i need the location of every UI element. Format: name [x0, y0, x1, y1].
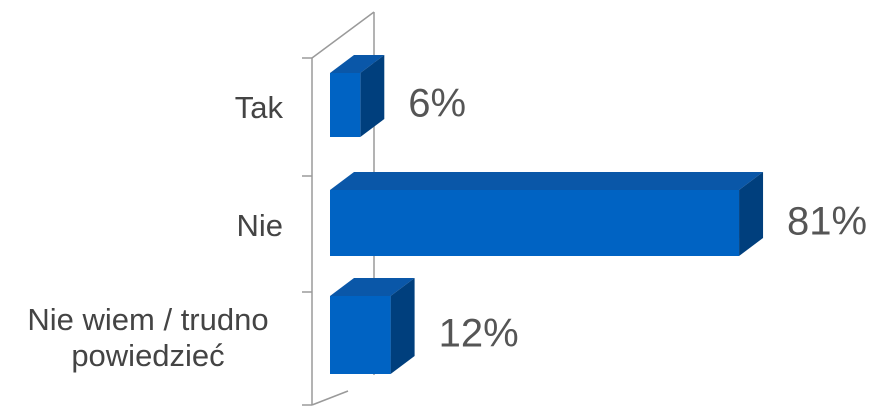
- category-label: Nie: [236, 208, 283, 243]
- category-label: Tak: [235, 90, 284, 125]
- bar-top-face: [330, 172, 764, 190]
- bar: [330, 190, 740, 256]
- category-label: powiedzieć: [71, 338, 224, 373]
- wall-top-edge: [311, 11, 375, 59]
- value-label: 81%: [787, 200, 867, 244]
- bar: [330, 73, 361, 137]
- category-label: Nie wiem / trudno: [27, 302, 268, 337]
- wall-bottom-edge: [311, 390, 349, 406]
- value-label: 12%: [439, 312, 519, 356]
- bar-side-face: [390, 278, 415, 374]
- bar: [330, 296, 391, 374]
- bar-top-face: [330, 55, 385, 73]
- bar-side-face: [739, 172, 764, 256]
- value-label: 6%: [408, 82, 466, 126]
- bar-side-face: [360, 55, 385, 137]
- bar-top-face: [330, 278, 415, 296]
